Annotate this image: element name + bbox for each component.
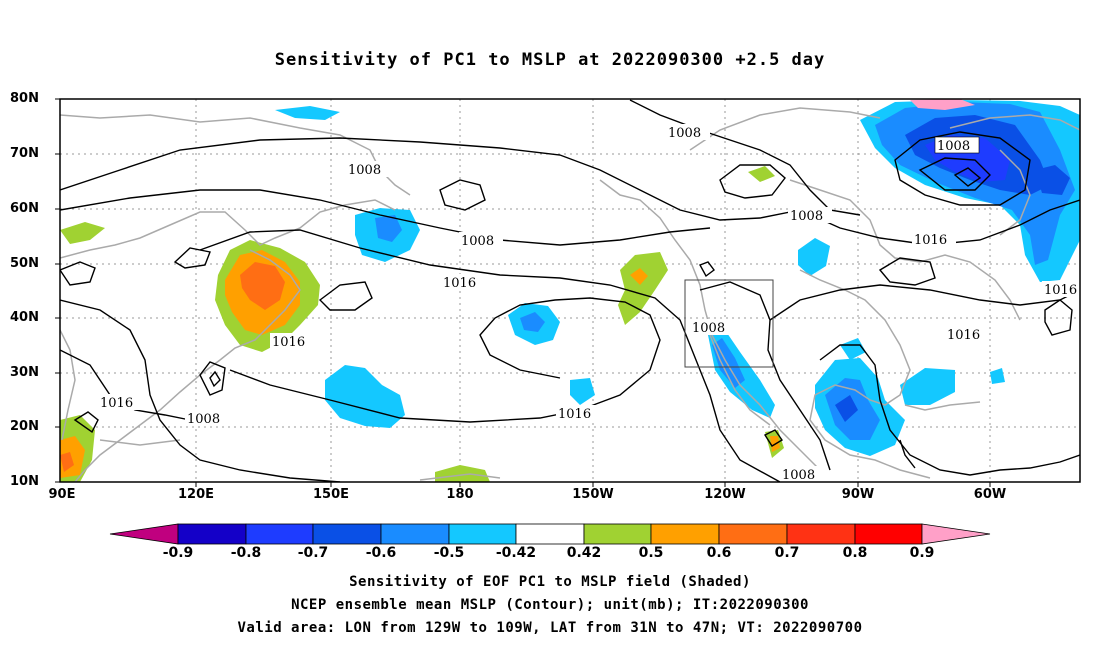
colorbar-swatch (921, 523, 991, 545)
lon-label: 90E (48, 487, 76, 502)
caption-line-3: Valid area: LON from 129W to 109W, LAT f… (237, 620, 863, 636)
contour-label: 1008 (187, 412, 220, 427)
mslp-contours (60, 99, 1080, 482)
colorbar-label: 0.42 (566, 545, 602, 561)
colorbar-swatch (109, 523, 179, 545)
contour-label: 1008 (790, 209, 823, 224)
lat-label: 50N (10, 256, 39, 271)
colorbar-label: -0.9 (162, 545, 194, 561)
lon-label: 180 (446, 487, 474, 502)
colorbar-swatch (786, 523, 856, 545)
caption-line-2: NCEP ensemble mean MSLP (Contour); unit(… (291, 597, 809, 613)
caption-line-1: Sensitivity of EOF PC1 to MSLP field (Sh… (349, 574, 751, 590)
lon-label: 120E (177, 487, 215, 502)
lat-label: 70N (10, 146, 39, 161)
colorbar-label: -0.6 (365, 545, 397, 561)
colorbar-swatch (583, 523, 652, 545)
lat-label: 60N (10, 201, 39, 216)
contour-label: 1008 (348, 163, 381, 178)
lat-label: 20N (10, 419, 39, 434)
lon-label: 150W (572, 487, 614, 502)
plot-frame (59, 98, 1081, 483)
colorbar-label: 0.7 (774, 545, 800, 561)
colorbar-swatch (515, 523, 585, 545)
lat-label: 30N (10, 365, 39, 380)
contour-label: 1008 (937, 139, 970, 154)
lat-label: 40N (10, 310, 39, 325)
lat-label: 80N (10, 91, 39, 106)
colorbar (109, 523, 991, 545)
coastlines (60, 107, 1080, 482)
colorbar-label: 0.6 (706, 545, 732, 561)
lat-label: 10N (10, 474, 39, 489)
colorbar-label: -0.5 (433, 545, 465, 561)
colorbar-swatch (718, 523, 788, 545)
colorbar-swatch (177, 523, 247, 545)
contour-label: 1016 (558, 407, 591, 422)
colorbar-swatch (854, 523, 923, 545)
contour-label: 1016 (100, 396, 133, 411)
lon-label: 60W (973, 487, 1007, 502)
colorbar-label: 0.5 (638, 545, 664, 561)
colorbar-swatch (650, 523, 720, 545)
contour-label: 1008 (692, 321, 725, 336)
colorbar-label: -0.42 (495, 545, 537, 561)
colorbar-label: -0.7 (297, 545, 329, 561)
contour-label: 1016 (914, 233, 947, 248)
colorbar-swatch (245, 523, 314, 545)
map-title: Sensitivity of PC1 to MSLP at 2022090300… (274, 50, 826, 70)
contour-label: 1016 (1044, 283, 1077, 298)
contour-label: 1016 (272, 335, 305, 350)
contour-label: 1008 (668, 126, 701, 141)
colorbar-swatch (312, 523, 382, 545)
contour-label: 1008 (782, 468, 815, 483)
lon-label: 90W (841, 487, 875, 502)
contour-labels: 1008 1008 1008 1008 1008 1008 1008 1008 … (98, 124, 1080, 483)
contour-label: 1016 (443, 276, 476, 291)
colorbar-label: -0.8 (230, 545, 262, 561)
valid-area-box (684, 279, 774, 368)
contour-label: 1016 (947, 328, 980, 343)
colorbar-label: 0.8 (842, 545, 868, 561)
lon-label: 150E (312, 487, 350, 502)
colorbar-label: 0.9 (909, 545, 935, 561)
colorbar-swatch (380, 523, 450, 545)
contour-label: 1008 (461, 234, 494, 249)
lon-label: 120W (704, 487, 746, 502)
colorbar-swatch (448, 523, 517, 545)
